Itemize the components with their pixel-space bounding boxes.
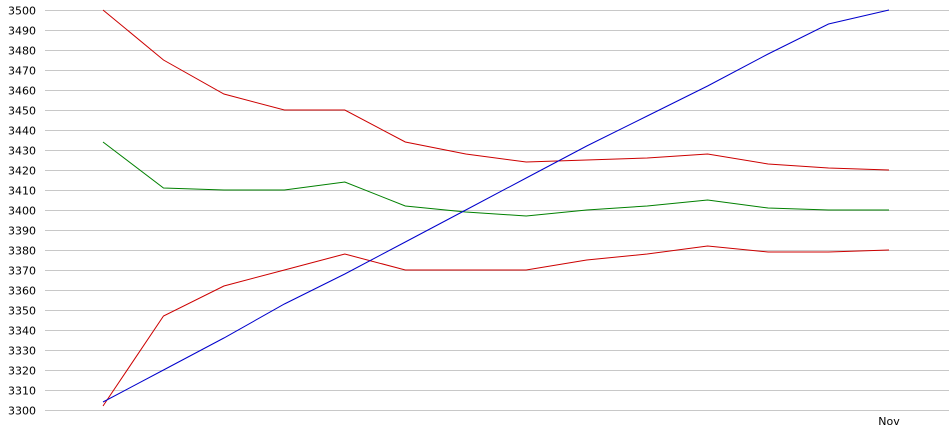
y-tick-label-3300: 3300 [8, 405, 36, 418]
x-axis-tick-labels: Nov [878, 415, 900, 428]
y-tick-label-3400: 3400 [8, 205, 36, 218]
y-axis-tick-labels: 3300 3310 3320 3330 3340 3350 3360 3370 3380 3390… [8, 5, 36, 418]
y-tick-label-3440: 3440 [8, 125, 36, 138]
series-line-1 [102, 9, 890, 171]
series-line-2 [102, 141, 889, 217]
y-tick-label-3480: 3480 [8, 45, 36, 58]
y-tick-label-3310: 3310 [8, 385, 36, 398]
y-tick-label-3430: 3430 [8, 145, 36, 158]
y-tick-label-3320: 3320 [8, 365, 36, 378]
y-tick-label-3330: 3330 [8, 345, 36, 358]
y-tick-label-3350: 3350 [8, 305, 36, 318]
y-tick-label-3380: 3380 [8, 245, 36, 258]
y-tick-label-3420: 3420 [8, 165, 36, 178]
y-tick-label-3370: 3370 [8, 265, 36, 278]
y-tick-label-3450: 3450 [8, 105, 36, 118]
y-tick-label-3500: 3500 [8, 5, 36, 18]
x-tick-label-nov: Nov [878, 415, 900, 428]
y-tick-label-3470: 3470 [8, 65, 36, 78]
grid-lines [45, 10, 949, 411]
y-tick-label-3340: 3340 [8, 325, 36, 338]
series-lines [102, 9, 890, 407]
y-tick-label-3460: 3460 [8, 85, 36, 98]
y-tick-label-3360: 3360 [8, 285, 36, 298]
y-tick-label-3390: 3390 [8, 225, 36, 238]
y-tick-label-3490: 3490 [8, 25, 36, 38]
series-line-3 [102, 245, 890, 407]
y-tick-label-3410: 3410 [8, 185, 36, 198]
series-line-4 [102, 9, 890, 403]
